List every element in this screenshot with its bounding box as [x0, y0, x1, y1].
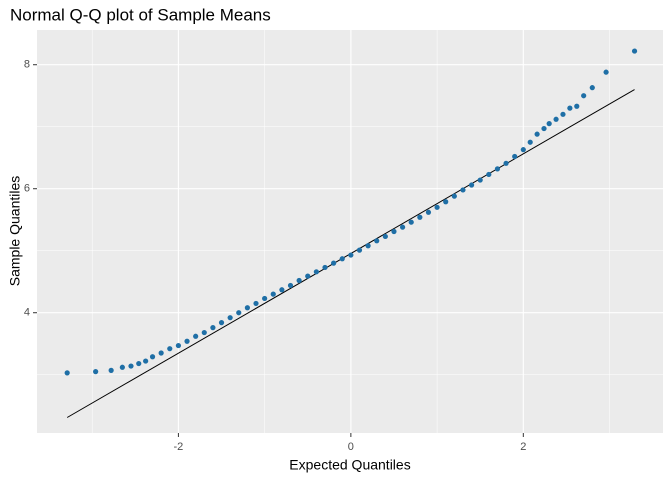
chart-title: Normal Q-Q plot of Sample Means	[10, 5, 271, 24]
point	[270, 291, 276, 297]
point	[128, 363, 134, 369]
point	[494, 166, 501, 172]
point	[512, 153, 518, 160]
point	[348, 252, 354, 258]
point	[119, 364, 125, 370]
x-axis-title: Expected Quantiles	[289, 457, 410, 473]
point	[541, 125, 547, 132]
point	[503, 160, 509, 166]
point	[149, 354, 156, 360]
point	[262, 295, 268, 302]
point	[603, 69, 609, 75]
point	[64, 370, 70, 376]
point	[305, 273, 311, 279]
point	[567, 105, 573, 111]
point	[93, 369, 99, 375]
point	[520, 147, 526, 153]
point	[434, 204, 440, 210]
point	[201, 329, 207, 336]
point	[108, 367, 114, 373]
point	[417, 214, 423, 220]
point	[167, 346, 173, 352]
point	[253, 300, 259, 307]
point	[356, 247, 363, 253]
point	[534, 131, 540, 137]
point	[287, 282, 294, 289]
point	[391, 228, 397, 235]
point	[236, 310, 242, 316]
point	[560, 111, 566, 117]
point	[553, 116, 559, 122]
panel	[37, 30, 663, 433]
point	[443, 199, 449, 205]
x-tick-label: 2	[520, 441, 526, 453]
point	[468, 182, 475, 188]
point	[581, 93, 587, 99]
point	[365, 243, 371, 249]
point	[331, 260, 337, 266]
point	[477, 177, 483, 183]
point	[460, 187, 466, 193]
point	[408, 219, 414, 225]
point	[374, 238, 380, 244]
point	[527, 139, 533, 145]
point	[184, 338, 190, 344]
point	[218, 320, 225, 326]
point	[451, 193, 457, 199]
point	[631, 48, 638, 54]
x-tick-label: -2	[174, 441, 184, 453]
point	[279, 287, 285, 293]
x-tick-label: 0	[348, 441, 354, 453]
point	[158, 350, 164, 356]
point	[175, 342, 182, 349]
point	[227, 315, 233, 321]
point	[574, 103, 580, 109]
point	[382, 233, 388, 240]
point	[244, 305, 250, 311]
y-tick-label: 4	[24, 307, 30, 319]
y-axis-title: Sample Quantiles	[7, 176, 23, 287]
point	[399, 224, 406, 230]
point	[313, 269, 319, 275]
point	[296, 277, 302, 284]
point	[486, 171, 492, 178]
y-tick-label: 8	[24, 59, 30, 71]
point	[193, 333, 199, 339]
point	[143, 358, 149, 364]
point	[136, 360, 142, 367]
point	[322, 264, 328, 271]
point	[210, 325, 216, 331]
point	[339, 256, 345, 262]
point	[425, 209, 432, 215]
point	[589, 85, 595, 91]
point	[546, 121, 552, 127]
y-tick-label: 6	[24, 183, 30, 195]
